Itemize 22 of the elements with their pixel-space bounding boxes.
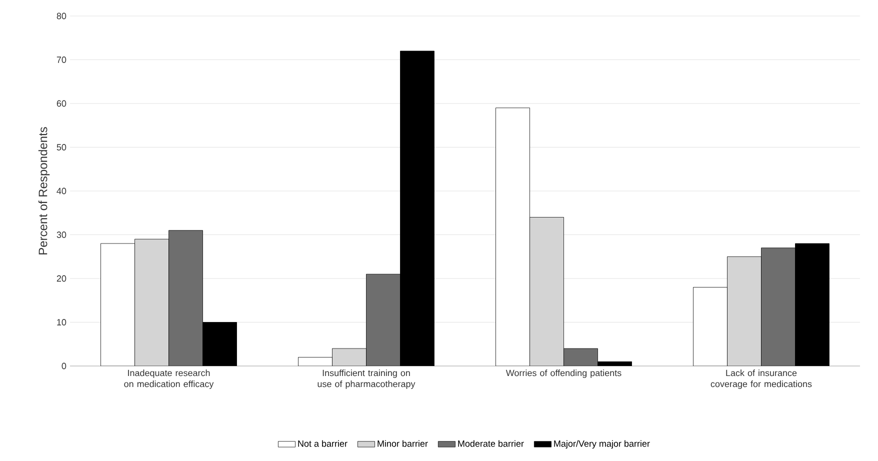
legend-label: Moderate barrier bbox=[458, 440, 524, 447]
bar bbox=[564, 348, 598, 366]
legend-label: Not a barrier bbox=[298, 440, 348, 447]
y-tick-label: 70 bbox=[56, 56, 66, 63]
y-axis-title: Percent of Respondents bbox=[38, 127, 50, 254]
y-tick-label: 80 bbox=[56, 12, 66, 20]
y-tick-label: 60 bbox=[56, 100, 66, 107]
x-tick-label: Lack of insurance coverage for medications bbox=[710, 370, 812, 389]
legend-label: Major/Very major barrier bbox=[554, 440, 650, 449]
bar bbox=[761, 248, 796, 366]
x-tick-label: Inadequate research on medication efficacy bbox=[124, 370, 214, 389]
y-tick-label: 20 bbox=[56, 275, 66, 282]
y-tick-label: 10 bbox=[57, 319, 66, 326]
y-tick-label: 30 bbox=[56, 232, 66, 238]
x-tick-label: Insufficient training on use of pharmacotherapy bbox=[318, 370, 416, 389]
y-tick-label: 40 bbox=[56, 188, 66, 194]
bar bbox=[366, 274, 400, 366]
y-tick-label: 0 bbox=[62, 362, 66, 370]
bar bbox=[168, 230, 203, 366]
x-tick-label: Worries of offending patients bbox=[506, 370, 622, 378]
y-tick-label: 50 bbox=[56, 144, 66, 150]
legend-label: Minor barrier bbox=[378, 440, 428, 447]
